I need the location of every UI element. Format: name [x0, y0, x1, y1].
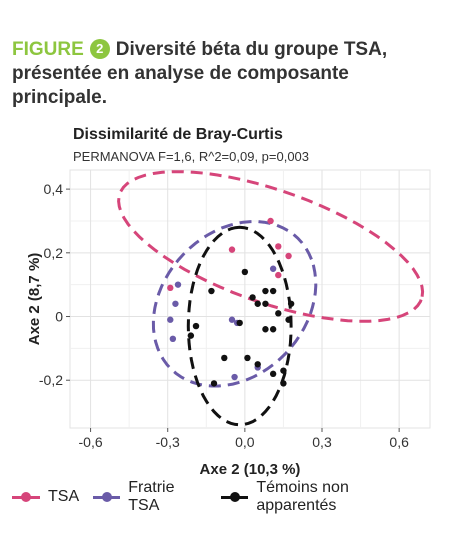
point-series-2 [192, 322, 200, 330]
point-series-2 [241, 268, 249, 276]
point-series-0 [285, 252, 292, 260]
point-series-2 [249, 294, 256, 301]
point-series-1 [231, 373, 238, 381]
legend-item-temoins: Témoins non apparentés [221, 479, 428, 515]
point-series-2 [269, 287, 277, 295]
point-series-0 [275, 271, 282, 279]
legend-swatch-fratrie [93, 491, 121, 503]
y-tick-label: -0,2 [39, 372, 63, 388]
point-series-2 [262, 287, 269, 295]
y-axis-label: Axe 2 (8,7 %) [26, 253, 43, 346]
legend-label-tsa: TSA [48, 488, 80, 505]
data-points [167, 217, 295, 387]
x-tick-label: 0,0 [235, 434, 255, 450]
point-series-2 [254, 300, 261, 307]
point-series-2 [280, 380, 287, 387]
point-series-2 [221, 354, 228, 362]
point-series-2 [269, 370, 277, 378]
point-series-2 [208, 287, 215, 295]
point-series-2 [280, 367, 287, 374]
ellipse-series-0 [117, 170, 425, 323]
x-axis-ticks: -0,6 -0,3 0,0 0,3 0,6 [79, 428, 409, 450]
legend-item-fratrie: Fratrie TSA [93, 479, 207, 515]
point-series-2 [275, 310, 282, 317]
point-series-2 [262, 300, 269, 307]
confidence-ellipses [117, 170, 425, 427]
point-series-1 [169, 335, 177, 343]
point-series-0 [167, 284, 174, 292]
chart-legend: TSA Fratrie TSA Témoins non apparentés [12, 479, 442, 515]
x-tick-label: 0,6 [389, 434, 409, 450]
y-tick-label: 0,2 [44, 245, 64, 261]
point-series-0 [267, 217, 274, 225]
grid-lines [70, 170, 430, 428]
y-tick-label: 0,4 [44, 181, 64, 197]
point-series-1 [167, 316, 174, 323]
figure-caption-text: Diversité béta du groupe TSA, présentée … [12, 39, 388, 108]
point-series-2 [254, 361, 261, 368]
point-series-2 [285, 316, 292, 323]
x-tick-label: -0,3 [156, 434, 180, 450]
point-series-0 [275, 243, 282, 250]
x-tick-label: 0,3 [312, 434, 332, 450]
figure-label: FIGURE [12, 39, 84, 60]
point-series-2 [262, 326, 269, 333]
point-series-2 [210, 380, 218, 387]
x-tick-label: -0,6 [79, 434, 103, 450]
point-series-2 [269, 326, 277, 333]
point-series-0 [228, 246, 236, 253]
y-tick-label: 0 [55, 309, 63, 325]
ellipse-series-1 [151, 219, 318, 388]
legend-swatch-temoins [221, 491, 249, 503]
figure-caption: FIGURE 2 Diversité béta du groupe TSA, pré… [12, 38, 442, 110]
x-axis-label: Axe 2 (10,3 %) [200, 461, 301, 478]
y-axis-ticks: -0,2 0 0,2 0,4 [39, 181, 70, 388]
point-series-1 [172, 300, 179, 307]
point-series-2 [187, 332, 195, 339]
point-series-2 [236, 319, 243, 327]
point-series-2 [287, 300, 295, 307]
legend-swatch-tsa [12, 491, 40, 503]
point-series-2 [244, 354, 251, 362]
chart-subtitle: PERMANOVA F=1,6, R^2=0,09, p=0,003 [73, 149, 309, 164]
figure-number-badge: 2 [89, 39, 110, 59]
point-series-1 [228, 316, 236, 323]
point-series-1 [269, 265, 277, 272]
point-series-1 [174, 281, 182, 288]
legend-item-tsa: TSA [12, 488, 79, 506]
legend-label-temoins: Témoins non apparentés [256, 479, 349, 514]
legend-label-fratrie: Fratrie TSA [128, 479, 175, 514]
chart-title: Dissimilarité de Bray-Curtis [73, 126, 283, 143]
